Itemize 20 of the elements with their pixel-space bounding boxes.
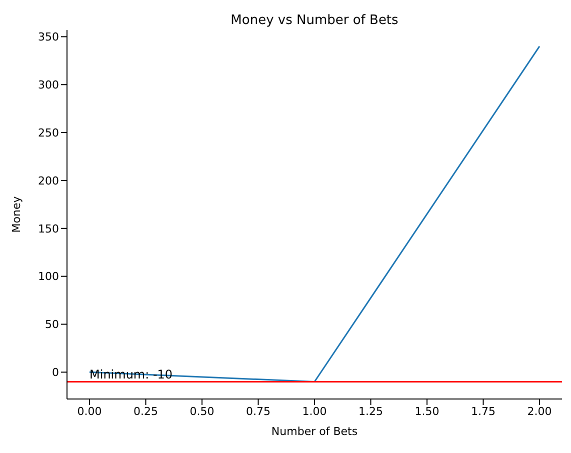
- chart-title: Money vs Number of Bets: [230, 13, 399, 28]
- x-axis-title: Number of Bets: [271, 425, 358, 438]
- x-tick-label: 0.75: [246, 404, 270, 418]
- y-axis-title: Money: [10, 196, 23, 233]
- y-tick-label: 100: [38, 270, 59, 284]
- x-tick-label: 1.25: [358, 404, 383, 418]
- x-tick-label: 1.50: [414, 404, 440, 418]
- y-tick-label: 350: [38, 30, 59, 44]
- y-tick-label: 150: [38, 222, 59, 236]
- x-tick-label: 2.00: [527, 404, 552, 418]
- x-tick-label: 0.25: [134, 404, 158, 418]
- x-tick-label: 0.00: [77, 404, 102, 418]
- x-tick-label: 1.75: [471, 404, 496, 418]
- y-tick-label: 300: [38, 78, 59, 92]
- y-tick-label: 50: [45, 318, 59, 332]
- y-tick-label: 250: [38, 126, 59, 140]
- y-tick-label: 0: [52, 366, 59, 380]
- y-tick-label: 200: [38, 174, 59, 188]
- x-tick-label: 1.00: [302, 404, 327, 418]
- x-tick-label: 0.50: [190, 404, 214, 418]
